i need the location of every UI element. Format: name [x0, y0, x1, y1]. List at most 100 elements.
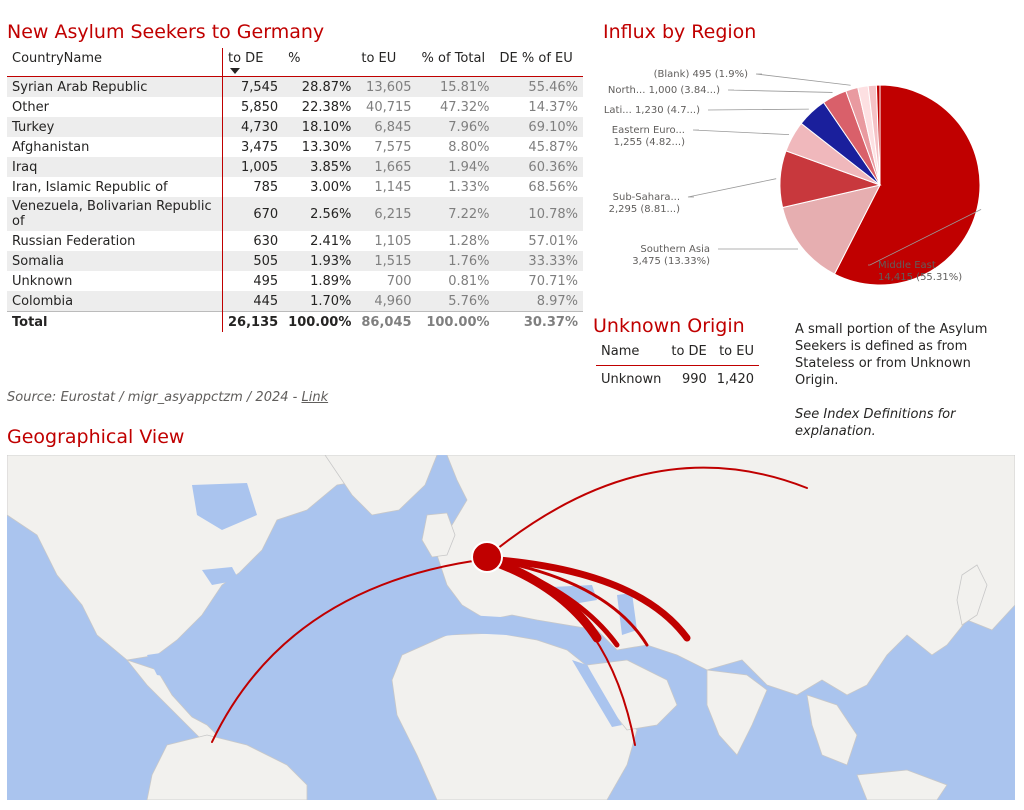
col-header-percent[interactable]: %: [288, 51, 301, 66]
unknown-origin-table: Name to DE to EU Unknown 990 1,420: [596, 342, 759, 389]
pie-label: Middle East: [878, 260, 936, 271]
cell-to-de: 1,005: [222, 157, 284, 177]
germany-marker[interactable]: [471, 541, 503, 573]
cell-to-eu: 6,215: [356, 197, 417, 231]
table-row[interactable]: Russian Federation 630 2.41% 1,105 1.28% 57.0…: [7, 231, 583, 251]
cell-country: Syrian Arab Republic: [7, 76, 223, 97]
unknown-col-to-de[interactable]: to DE: [671, 344, 707, 359]
cell-country: Turkey: [7, 117, 223, 137]
cell-percent-total: 47.32%: [416, 97, 495, 117]
geographical-map[interactable]: [7, 455, 1015, 800]
unknown-origin-note: A small portion of the Asylum Seekers is…: [795, 321, 1010, 457]
cell-percent: 2.41%: [283, 231, 357, 251]
flow-arc-russia: [486, 466, 808, 558]
col-header-country[interactable]: CountryName: [7, 48, 223, 77]
pie-value-label: 2,295 (8.81...): [609, 204, 681, 215]
pie-leader-line: [868, 208, 982, 266]
cell-to-de: 4,730: [222, 117, 284, 137]
unknown-title: Unknown Origin: [593, 315, 745, 337]
pie-value-label: 3,475 (13.33%): [632, 256, 710, 267]
col-header-to-de[interactable]: to DE: [223, 48, 284, 77]
cell-to-eu: 7,575: [356, 137, 417, 157]
cell-country: Russian Federation: [7, 231, 223, 251]
cell-de-percent-eu: 70.71%: [494, 271, 583, 291]
table-row[interactable]: Syrian Arab Republic 7,545 28.87% 13,605 15.…: [7, 76, 583, 97]
pie-label: Eastern Euro...: [612, 125, 685, 136]
col-header-to-eu[interactable]: to EU: [361, 51, 397, 66]
red-sea: [572, 660, 622, 727]
table-row[interactable]: Iraq 1,005 3.85% 1,665 1.94% 60.36%: [7, 157, 583, 177]
land-greenland: [324, 455, 438, 516]
table-row[interactable]: Colombia 445 1.70% 4,960 5.76% 8.97%: [7, 291, 583, 312]
col-header-percent-total[interactable]: % of Total: [421, 51, 486, 66]
cell-to-eu: 13,605: [356, 76, 417, 97]
land-british-isles: [421, 512, 456, 558]
cell-percent: 13.30%: [283, 137, 357, 157]
table-row[interactable]: Turkey 4,730 18.10% 6,845 7.96% 69.10%: [7, 117, 583, 137]
pie-leader-line: [692, 129, 790, 136]
total-cell-country: Total: [7, 311, 223, 332]
cell-country: Somalia: [7, 251, 223, 271]
pie-value-label: 1,255 (4.82...): [614, 137, 686, 148]
map-title: Geographical View: [7, 426, 185, 448]
table-row[interactable]: Somalia 505 1.93% 1,515 1.76% 33.33%: [7, 251, 583, 271]
source-link[interactable]: Link: [301, 390, 329, 405]
gulf-of-mexico: [147, 650, 207, 680]
total-cell-percent: 100.00%: [283, 311, 357, 332]
pie-leader-line: [755, 73, 851, 86]
cell-percent: 2.56%: [283, 197, 357, 231]
cell-de-percent-eu: 68.56%: [494, 177, 583, 197]
unknown-col-name[interactable]: Name: [601, 344, 640, 359]
cell-percent-total: 1.28%: [416, 231, 495, 251]
table-row[interactable]: Iran, Islamic Republic of 785 3.00% 1,145 1.…: [7, 177, 583, 197]
cell-percent-total: 7.96%: [416, 117, 495, 137]
sort-desc-icon: [230, 68, 240, 74]
mediterranean-sea: [427, 615, 567, 640]
inland-waters: [147, 483, 637, 727]
cell-country: Colombia: [7, 291, 223, 312]
land-africa: [391, 632, 638, 800]
cell-percent-total: 1.94%: [416, 157, 495, 177]
cell-country: Venezuela, Bolivarian Republic of: [7, 197, 223, 231]
cell-de-percent-eu: 57.01%: [494, 231, 583, 251]
asylum-table: CountryName to DE % to EU % of Total DE …: [7, 48, 583, 332]
cell-country: Iran, Islamic Republic of: [7, 177, 223, 197]
cell-to-de: 505: [222, 251, 284, 271]
cell-de-percent-eu: 8.97%: [494, 291, 583, 312]
pie-slice[interactable]: [781, 184, 881, 275]
cell-percent-total: 8.80%: [416, 137, 495, 157]
cell-to-de: 445: [222, 291, 284, 312]
pie-slice[interactable]: [833, 84, 981, 286]
pie-label: Lati... 1,230 (4.7...): [604, 105, 700, 116]
unknown-col-to-eu[interactable]: to EU: [719, 344, 754, 359]
total-cell-to-de: 26,135: [222, 311, 284, 332]
table-total-row: Total 26,135 100.00% 86,045 100.00% 30.37%: [7, 311, 583, 332]
cell-to-eu: 6,845: [356, 117, 417, 137]
unknown-cell-to-de: 990: [681, 372, 707, 387]
source-note: Source: Eurostat / migr_asyappctzm / 202…: [7, 390, 328, 405]
col-header-de-percent-eu[interactable]: DE % of EU: [499, 51, 573, 66]
page-title: New Asylum Seekers to Germany: [7, 21, 325, 43]
cell-to-de: 5,850: [222, 97, 284, 117]
table-row[interactable]: Unknown 495 1.89% 700 0.81% 70.71%: [7, 271, 583, 291]
table-row[interactable]: Other 5,850 22.38% 40,715 47.32% 14.37%: [7, 97, 583, 117]
cell-to-de: 495: [222, 271, 284, 291]
land-indonesia: [856, 769, 948, 800]
note-definitions: See Index Definitions for explanation.: [795, 407, 956, 439]
land-central-america: [125, 659, 218, 746]
map-canvas: [7, 455, 1015, 800]
land-japan: [956, 564, 988, 626]
cell-percent: 18.10%: [283, 117, 357, 137]
flow-arc-turkey: [484, 556, 620, 648]
cell-percent: 28.87%: [283, 76, 357, 97]
cell-to-eu: 4,960: [356, 291, 417, 312]
pie-slice[interactable]: [875, 84, 881, 186]
table-row[interactable]: Afghanistan 3,475 13.30% 7,575 8.80% 45.87%: [7, 137, 583, 157]
table-row[interactable]: Venezuela, Bolivarian Republic of 670 2.56…: [7, 197, 583, 231]
flow-arcs: [211, 466, 808, 746]
total-cell-de-percent-eu: 30.37%: [494, 311, 583, 332]
cell-to-de: 670: [222, 197, 284, 231]
pie-leader-line: [727, 89, 833, 93]
cell-de-percent-eu: 33.33%: [494, 251, 583, 271]
